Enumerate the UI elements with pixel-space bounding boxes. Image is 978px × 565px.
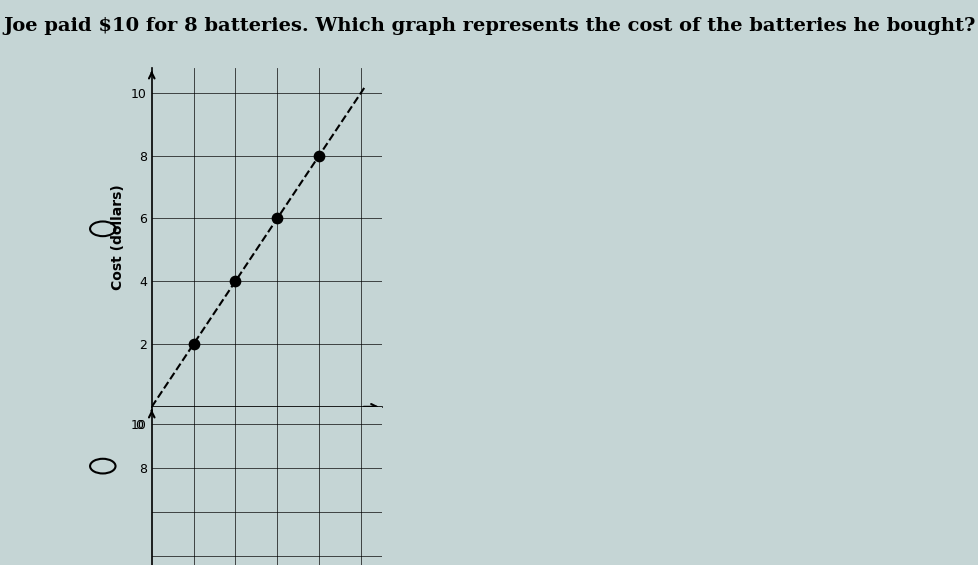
Text: 0: 0 xyxy=(135,419,143,432)
Point xyxy=(227,277,243,286)
Point xyxy=(186,340,201,349)
Text: Joe paid $10 for 8 batteries. Which graph represents the cost of the batteries h: Joe paid $10 for 8 batteries. Which grap… xyxy=(3,17,975,35)
Point xyxy=(269,214,285,223)
Y-axis label: Cost (dollars): Cost (dollars) xyxy=(111,184,125,290)
Point xyxy=(311,151,327,160)
X-axis label: Number of
Batteries: Number of Batteries xyxy=(225,430,308,460)
